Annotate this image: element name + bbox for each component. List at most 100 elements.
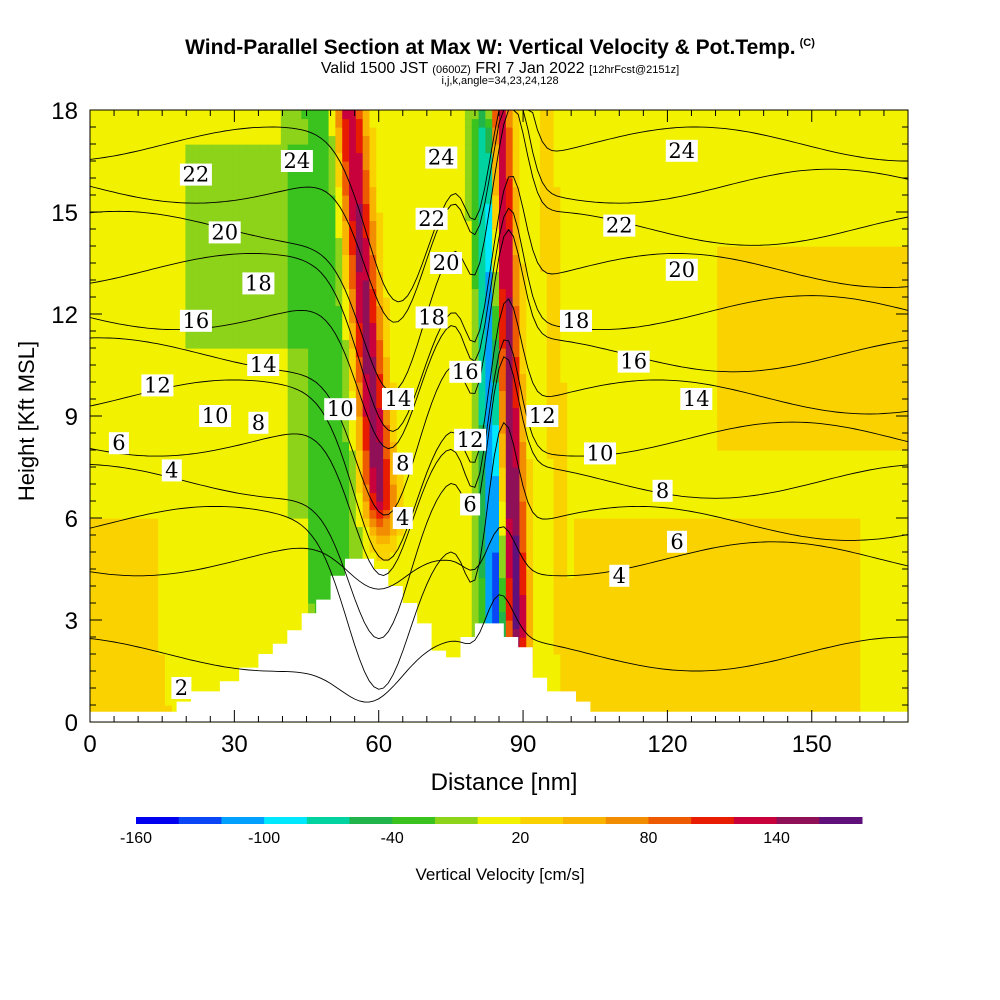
velocity-cell (219, 492, 227, 502)
velocity-cell (164, 620, 173, 630)
velocity-cell (178, 339, 187, 349)
velocity-cell (539, 569, 548, 579)
velocity-cell (199, 586, 207, 596)
velocity-cell (328, 127, 336, 137)
velocity-cell (294, 339, 302, 349)
velocity-cell (539, 526, 548, 536)
velocity-cell (301, 280, 309, 290)
velocity-cell (444, 135, 452, 145)
velocity-cell (192, 331, 200, 341)
velocity-cell (458, 348, 466, 358)
velocity-cell (533, 399, 541, 409)
velocity-cell (90, 118, 98, 128)
velocity-cell (369, 212, 377, 222)
velocity-cell (178, 569, 187, 579)
velocity-cell (342, 424, 350, 434)
velocity-cell (430, 628, 439, 638)
velocity-cell (308, 433, 316, 443)
velocity-cell (410, 509, 418, 519)
velocity-cell (137, 526, 146, 536)
velocity-cell (260, 195, 268, 205)
velocity-cell (287, 271, 296, 281)
velocity-cell (389, 195, 398, 205)
velocity-cell (246, 492, 255, 502)
velocity-cell (253, 237, 262, 247)
velocity-cell (239, 152, 248, 162)
velocity-cell (294, 373, 302, 383)
velocity-cell (130, 458, 139, 468)
velocity-cell (233, 280, 241, 290)
velocity-cell (424, 518, 432, 528)
velocity-cell (199, 356, 207, 366)
velocity-cell (137, 305, 146, 315)
velocity-cell (226, 654, 234, 664)
velocity-cell (246, 467, 255, 477)
velocity-cell (199, 679, 207, 689)
velocity-cell (396, 484, 405, 494)
velocity-cell (301, 407, 309, 417)
velocity-cell (110, 203, 118, 213)
velocity-cell (294, 475, 302, 485)
velocity-cell (96, 433, 105, 443)
velocity-cell (287, 543, 296, 553)
velocity-cell (560, 492, 568, 502)
velocity-cell (499, 144, 507, 154)
velocity-cell (239, 594, 248, 604)
velocity-cell (253, 509, 262, 519)
velocity-cell (403, 484, 411, 494)
velocity-cell (314, 356, 323, 366)
velocity-cell (546, 237, 555, 247)
velocity-cell (342, 450, 350, 460)
velocity-cell (321, 161, 330, 171)
velocity-cell (533, 118, 541, 128)
velocity-cell (458, 144, 466, 154)
velocity-cell (485, 186, 493, 196)
velocity-cell (164, 654, 173, 664)
velocity-cell (539, 645, 548, 655)
velocity-cell (308, 560, 316, 570)
velocity-cell (226, 671, 234, 681)
velocity-cell (164, 705, 173, 715)
velocity-cell (417, 475, 425, 485)
velocity-cell (321, 144, 330, 154)
velocity-cell (437, 390, 446, 400)
velocity-cell (219, 611, 227, 621)
velocity-cell (539, 654, 548, 664)
velocity-cell (260, 348, 268, 358)
velocity-cell (396, 305, 405, 315)
velocity-cell (458, 407, 466, 417)
velocity-cell (512, 407, 521, 417)
velocity-cell (437, 492, 446, 502)
velocity-cell (458, 110, 466, 120)
velocity-cell (349, 178, 357, 188)
velocity-cell (294, 365, 302, 375)
velocity-cell (526, 552, 534, 562)
velocity-cell (539, 518, 548, 528)
velocity-cell (424, 373, 432, 383)
velocity-cell (526, 118, 534, 128)
velocity-cell (199, 263, 207, 273)
velocity-cell (478, 110, 486, 120)
velocity-cell (458, 475, 466, 485)
velocity-cell (205, 356, 214, 366)
velocity-cell (376, 254, 384, 264)
velocity-cell (430, 373, 439, 383)
velocity-cell (553, 280, 561, 290)
velocity-cell (376, 450, 384, 460)
velocity-cell (499, 178, 507, 188)
velocity-cell (199, 399, 207, 409)
velocity-cell (96, 450, 105, 460)
velocity-cell (492, 535, 500, 545)
velocity-cell (383, 305, 391, 315)
velocity-cell (192, 382, 200, 392)
velocity-cell (403, 135, 411, 145)
velocity-cell (417, 518, 425, 528)
velocity-cell (355, 331, 364, 341)
velocity-cell (533, 144, 541, 154)
velocity-cell (171, 441, 180, 451)
velocity-cell (185, 348, 193, 358)
velocity-cell (233, 526, 241, 536)
velocity-cell (437, 271, 446, 281)
velocity-cell (383, 535, 391, 545)
velocity-cell (342, 118, 350, 128)
